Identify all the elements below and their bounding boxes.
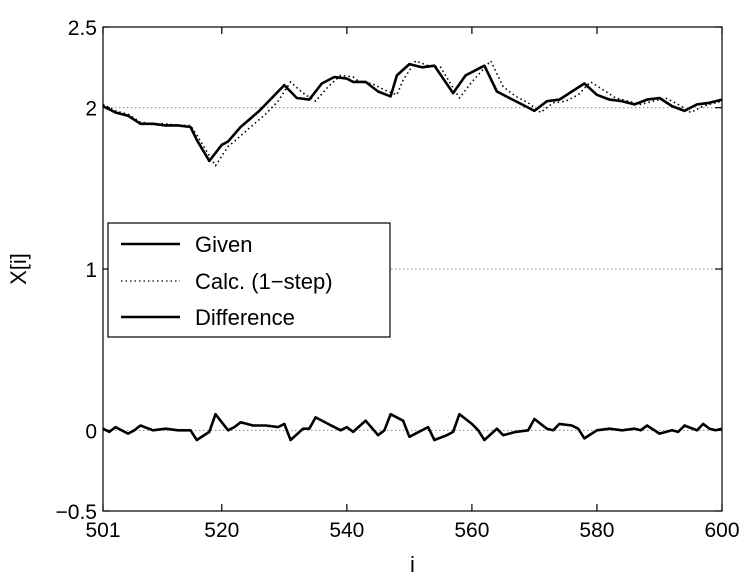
- tick-labels: 501 520 540 560 580 600 −0.5 0 1 2 2.5: [56, 17, 740, 542]
- series-line-given: [102, 62, 723, 163]
- x-tick-label: 501: [85, 519, 120, 542]
- y-tick-label: 0: [85, 420, 97, 443]
- x-tick-label: 560: [454, 519, 489, 542]
- x-axis-label: i: [410, 552, 415, 577]
- y-tick-label: 2: [85, 98, 97, 121]
- series-line-calc-1-step: [102, 60, 723, 167]
- x-tick-label: 540: [329, 519, 364, 542]
- legend-label-given: Given: [195, 232, 252, 257]
- legend: Given Calc. (1−step) Difference: [107, 222, 391, 338]
- legend-label-calc: Calc. (1−step): [195, 269, 333, 294]
- x-tick-label: 520: [204, 519, 239, 542]
- axis-ticks: [102, 26, 723, 512]
- series-layer: [102, 60, 723, 442]
- y-tick-label: −0.5: [56, 501, 97, 524]
- series-line-difference: [102, 412, 723, 442]
- x-tick-label: 580: [579, 519, 614, 542]
- y-tick-label: 1: [85, 259, 97, 282]
- y-axis-label: X[i]: [6, 253, 31, 285]
- legend-label-difference: Difference: [195, 305, 295, 330]
- y-tick-label: 2.5: [68, 17, 97, 40]
- x-tick-label: 600: [704, 519, 739, 542]
- reference-lines: [103, 107, 722, 431]
